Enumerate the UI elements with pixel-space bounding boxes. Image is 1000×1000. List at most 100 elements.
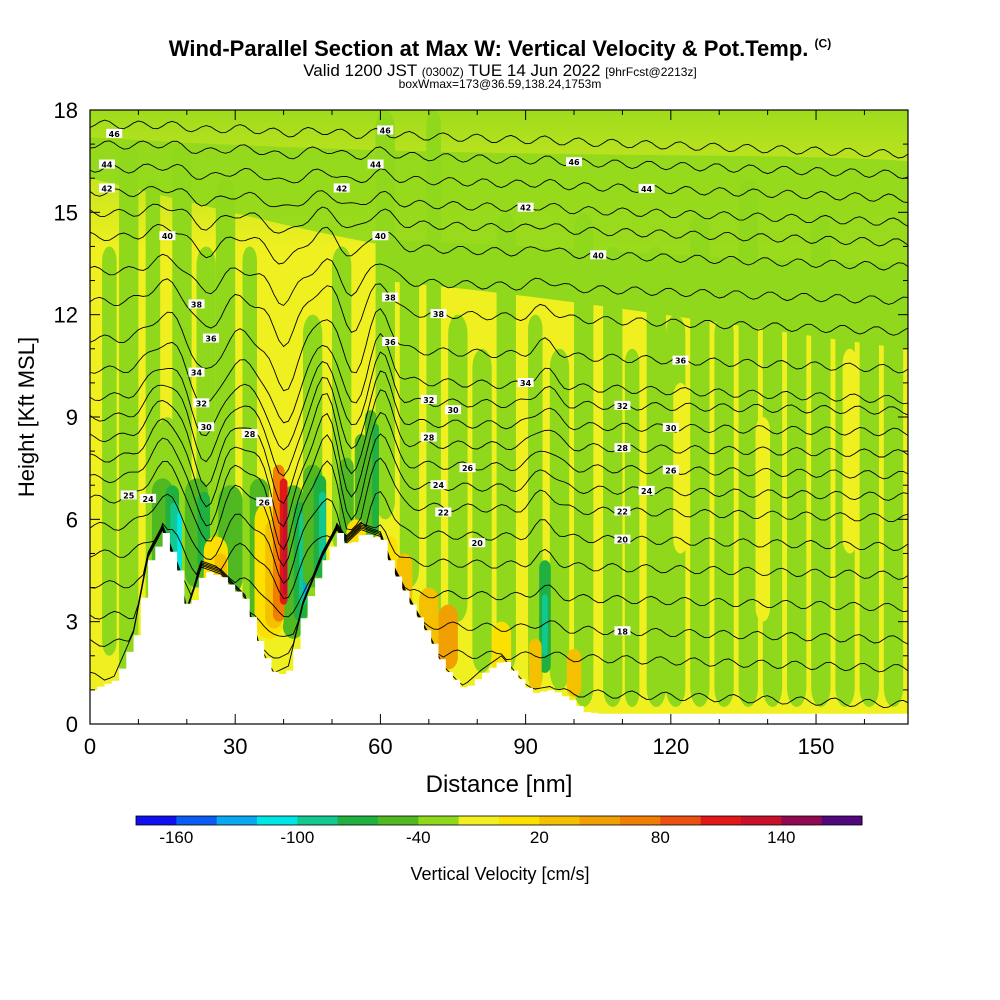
x-axis-label: Distance [nm] [426, 771, 573, 798]
terrain [90, 533, 908, 724]
velocity-streak [786, 314, 807, 707]
contour-label-box [382, 292, 399, 302]
contour-label: 30 [447, 406, 459, 415]
y-tick-label: 15 [54, 200, 78, 225]
contour-label-box [638, 183, 655, 193]
colorbar-swatch [499, 816, 540, 825]
velocity-streak [859, 280, 879, 707]
theta-contour [90, 491, 908, 585]
theta-contour [90, 253, 908, 307]
contour-label-box [193, 398, 210, 408]
contour-label-box [614, 400, 631, 410]
colorbar-swatch [418, 816, 460, 825]
contour-label: 34 [520, 379, 532, 388]
warm-pocket [438, 604, 458, 670]
colorbar-border [135, 815, 863, 826]
contour-label-box [445, 405, 462, 415]
theta-contour [90, 351, 908, 451]
chart-title: Wind-Parallel Section at Max W: Vertical… [0, 36, 1000, 62]
contour-label: 38 [191, 300, 203, 309]
y-tick-label: 3 [66, 610, 78, 635]
colorbar-tick-label: 20 [530, 828, 549, 847]
x-tick-label: 90 [513, 734, 537, 759]
forecast-info: [9hrFcst@2213z] [605, 65, 697, 79]
contour-label-box [203, 333, 220, 343]
velocity-streak [528, 314, 543, 690]
contour-label: 24 [143, 495, 155, 504]
velocity-streak [549, 348, 570, 690]
valid-utc: (0300Z) [421, 65, 464, 79]
contour-label-box [140, 493, 157, 503]
contour-label: 40 [162, 232, 174, 241]
contour-label-box [662, 422, 679, 432]
contour-label: 46 [380, 126, 392, 135]
velocity-streak [883, 314, 904, 707]
contour-label-box [420, 394, 437, 404]
x-tick-label: 0 [84, 734, 96, 759]
velocity-streak [399, 246, 420, 588]
velocity-streak [714, 314, 734, 707]
plot-area: 18 20 22 24 26 28 30 32 34 36 38 40 42 44 46 46 44 42 40 38… [90, 110, 908, 724]
mid-green-band [380, 239, 908, 349]
contour-label: 44 [641, 185, 653, 194]
contour-label-box [188, 299, 205, 309]
theta-contour [90, 370, 908, 477]
contour-label-box [333, 183, 350, 193]
contour-label-box [590, 250, 607, 260]
valid-date: TUE 14 Jun 2022 [468, 61, 601, 80]
contour-label: 32 [196, 399, 207, 408]
colorbar-label: Vertical Velocity [cm/s] [410, 864, 589, 884]
colorbar-swatch [136, 816, 177, 825]
contour-label-box [382, 336, 399, 346]
warm-pocket [566, 648, 582, 697]
contour-label-box [517, 377, 534, 387]
theta-contour [90, 457, 908, 568]
contour-label: 38 [385, 294, 397, 303]
valid-time: Valid 1200 JST [303, 61, 417, 80]
colorbar-swatch [378, 816, 419, 825]
contour-label: 32 [617, 402, 628, 411]
contour-label-box [420, 432, 437, 442]
contour-label-box [614, 443, 631, 453]
contour-label: 26 [665, 466, 677, 475]
contour-label: 30 [665, 424, 677, 433]
contour-label-box [120, 490, 137, 500]
chart-valid-line: Valid 1200 JST (0300Z) TUE 14 Jun 2022 [… [0, 61, 1000, 81]
velocity-streak [690, 212, 710, 707]
contour-label-box [469, 538, 486, 548]
theta-contour [90, 522, 908, 600]
contour-label-box [435, 507, 452, 517]
theta-contour [90, 163, 908, 204]
colorbar-swatch [539, 816, 581, 825]
theta-contour [90, 278, 908, 348]
velocity-streak [472, 348, 492, 673]
x-tick-label: 120 [652, 734, 689, 759]
velocity-streak [603, 246, 623, 707]
contour-label: 28 [244, 430, 256, 439]
colorbar-tick-label: 80 [651, 828, 670, 847]
contour-label: 30 [201, 423, 213, 432]
updraft-core [177, 512, 182, 571]
updraft-core [372, 423, 379, 533]
contour-label: 38 [433, 310, 445, 319]
contour-label-box [638, 485, 655, 495]
contour-label-box [430, 480, 447, 490]
contour-label: 24 [641, 487, 653, 496]
contour-label: 42 [336, 184, 347, 193]
contour-label-box [517, 202, 534, 212]
x-tick-label: 30 [223, 734, 247, 759]
contour-label: 40 [593, 251, 605, 260]
contour-label: 46 [568, 158, 580, 167]
contour-label: 24 [433, 481, 445, 490]
contour-label-box [98, 159, 115, 169]
velocity-streak [755, 417, 771, 622]
contour-label: 44 [370, 161, 382, 170]
y-tick-label: 6 [66, 507, 78, 532]
colorbar: -160 -100 -40 20 80 140 Vertical Velocity [cm/… [135, 815, 863, 884]
updraft-core [542, 594, 548, 656]
theta-contour [90, 119, 908, 159]
contour-label: 36 [205, 335, 217, 344]
contour-label: 42 [101, 184, 112, 193]
contour-label-box [188, 367, 205, 377]
